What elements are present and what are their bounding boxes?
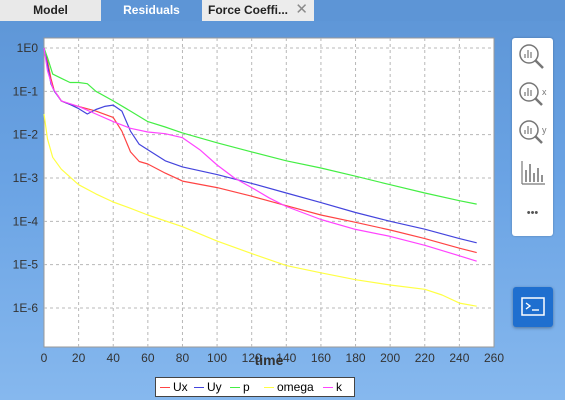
terminal-icon [521,297,545,316]
chart-legend: Ux Uy p omega k [155,377,355,397]
tab-force-label: Force Coeffi... [208,3,289,17]
x-tick-label: 100 [207,351,227,365]
legend-swatch [160,387,170,389]
zoom-x-button[interactable]: x [516,80,549,110]
zoom-y-label: y [542,125,547,135]
plot-area [43,37,495,348]
x-tick-label: 160 [311,351,331,365]
zoom-x-icon: x [519,82,547,106]
chart-toolbar: x y ••• [512,38,553,236]
legend-item-Uy[interactable]: Uy [194,380,222,395]
legend-swatch [323,387,333,389]
bar-chart-button[interactable] [516,158,549,188]
x-tick-label: 200 [380,351,400,365]
data-series [43,47,477,307]
x-tick-label: 240 [449,351,469,365]
tab-residuals[interactable]: Residuals [123,3,180,17]
legend-item-omega[interactable]: omega [264,380,314,395]
x-tick-label: 20 [72,351,86,365]
legend-item-Ux[interactable]: Ux [160,380,188,395]
zoom-icon [519,44,544,69]
legend-swatch [194,387,204,389]
x-tick-label: 60 [141,351,155,365]
tab-force-coefficients[interactable]: Force Coeffi... ✕ [202,0,314,21]
legend-label: Uy [207,380,222,394]
x-tick-label: 40 [107,351,121,365]
legend-label: p [243,380,250,394]
legend-label: Ux [173,380,188,394]
x-tick-label: 80 [176,351,190,365]
y-tick-label: 1E-4 [13,214,39,228]
grid-lines [44,38,494,347]
legend-swatch [230,387,240,389]
more-icon: ••• [526,207,539,219]
tab-model[interactable]: Model [0,0,101,21]
x-axis-label: time [255,352,284,368]
zoom-x-label: x [542,87,547,97]
legend-item-p[interactable]: p [230,380,250,395]
bar-chart-icon [521,161,545,185]
zoom-y-icon: y [519,120,547,144]
legend-label: k [336,380,342,394]
terminal-button[interactable] [513,287,553,327]
zoom-button[interactable] [516,42,549,72]
x-tick-label: 220 [415,351,435,365]
y-tick-labels: 1E0 1E-1 1E-2 1E-3 1E-4 1E-5 1E-6 [13,41,39,315]
legend-swatch [264,387,274,389]
close-icon[interactable]: ✕ [295,1,308,18]
x-tick-label: 140 [276,351,296,365]
more-button[interactable]: ••• [516,200,549,230]
series-line-omega [43,113,477,307]
x-tick-label: 260 [484,351,504,365]
y-tick-label: 1E-3 [13,171,39,185]
y-tick-label: 1E-5 [13,258,39,272]
legend-item-k[interactable]: k [323,380,342,395]
zoom-y-button[interactable]: y [516,118,549,148]
x-tick-labels: 0 20 40 60 80 100 120 140 160 180 200 220 240 260 [41,351,505,365]
y-tick-label: 1E0 [17,41,39,55]
y-tick-label: 1E-1 [13,84,39,98]
x-tick-label: 120 [242,351,262,365]
x-tick-label: 180 [346,351,366,365]
tab-bar: Model Residuals Force Coeffi... ✕ [0,0,565,21]
legend-label: omega [277,380,314,394]
series-line-k [43,47,477,262]
y-tick-label: 1E-2 [13,128,39,142]
x-tick-label: 0 [41,351,48,365]
residuals-chart: 0 20 40 60 80 100 120 140 160 180 200 220 240 260 1E0… [13,37,505,368]
y-tick-label: 1E-6 [13,301,39,315]
series-line-p [43,47,477,205]
